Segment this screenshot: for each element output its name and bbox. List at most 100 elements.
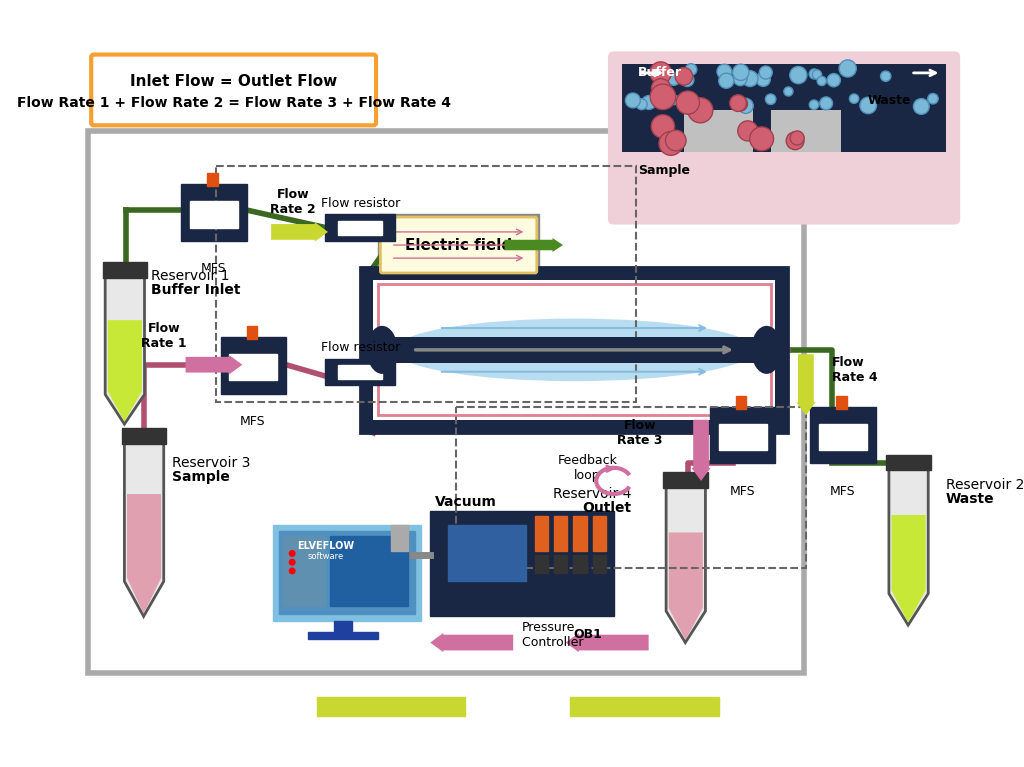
Bar — [430, 512, 613, 617]
Circle shape — [759, 66, 772, 79]
Bar — [837, 397, 847, 410]
Bar — [378, 285, 771, 416]
Circle shape — [860, 97, 877, 114]
Bar — [736, 397, 746, 410]
Bar — [536, 516, 548, 551]
Polygon shape — [889, 468, 928, 625]
FancyBboxPatch shape — [609, 53, 958, 223]
Bar — [554, 516, 567, 551]
Circle shape — [786, 132, 804, 150]
Circle shape — [688, 97, 713, 123]
Text: Reservoir 3: Reservoir 3 — [172, 456, 251, 470]
Bar — [664, 472, 708, 488]
Circle shape — [675, 67, 692, 85]
Bar — [284, 536, 326, 606]
FancyArrow shape — [185, 355, 243, 374]
Circle shape — [651, 115, 675, 138]
Bar — [374, 280, 775, 420]
Text: ELVEFLOW: ELVEFLOW — [297, 542, 354, 551]
Text: Flow
Rate 3: Flow Rate 3 — [617, 419, 663, 447]
Bar — [360, 267, 788, 433]
Circle shape — [289, 558, 296, 566]
FancyArrow shape — [797, 354, 815, 416]
Text: MFS: MFS — [829, 486, 855, 499]
Circle shape — [913, 99, 929, 114]
Circle shape — [812, 70, 821, 79]
Bar — [216, 166, 636, 402]
Polygon shape — [669, 532, 702, 640]
Text: Pressure
Controller: Pressure Controller — [522, 621, 588, 649]
Circle shape — [642, 95, 656, 110]
Bar — [573, 516, 587, 551]
Circle shape — [626, 93, 640, 108]
Text: Flow
Rate 2: Flow Rate 2 — [270, 188, 315, 216]
Bar — [247, 326, 257, 339]
Text: Flow Rate 1 + Flow Rate 2 = Flow Rate 3 + Flow Rate 4: Flow Rate 1 + Flow Rate 2 = Flow Rate 3 … — [16, 96, 451, 110]
Ellipse shape — [367, 326, 397, 374]
Circle shape — [765, 94, 776, 104]
Bar — [273, 525, 422, 621]
Circle shape — [783, 87, 793, 96]
Bar — [819, 424, 867, 450]
Circle shape — [717, 64, 732, 79]
Bar — [536, 555, 548, 573]
Circle shape — [881, 71, 891, 81]
Circle shape — [819, 97, 833, 110]
Text: MFS: MFS — [201, 262, 226, 275]
Circle shape — [839, 60, 856, 77]
Bar — [330, 536, 409, 606]
Bar — [334, 621, 351, 634]
Text: Buffer: Buffer — [638, 67, 682, 80]
Circle shape — [668, 74, 680, 85]
Bar — [122, 429, 166, 444]
Bar — [593, 555, 606, 573]
Text: Reservoir 1: Reservoir 1 — [151, 268, 229, 282]
Bar — [382, 337, 767, 363]
Bar — [339, 365, 382, 379]
Circle shape — [791, 131, 804, 145]
FancyArrow shape — [505, 238, 563, 252]
Bar — [102, 262, 147, 278]
Circle shape — [750, 127, 773, 150]
Bar — [710, 407, 775, 463]
Text: Waste: Waste — [867, 94, 910, 107]
Circle shape — [809, 69, 819, 79]
Bar — [810, 407, 876, 463]
Circle shape — [685, 64, 697, 75]
Circle shape — [650, 84, 676, 110]
Bar — [326, 359, 395, 385]
Text: Sample: Sample — [172, 470, 230, 485]
Bar — [570, 696, 719, 716]
Bar — [684, 110, 754, 152]
Circle shape — [849, 94, 859, 104]
Circle shape — [809, 100, 819, 110]
Circle shape — [636, 99, 647, 110]
Bar — [554, 555, 567, 573]
Circle shape — [730, 95, 746, 111]
Text: Electric field: Electric field — [404, 238, 512, 252]
Text: Flow resistor: Flow resistor — [321, 341, 400, 354]
Circle shape — [742, 71, 758, 87]
Bar — [229, 354, 278, 380]
Bar — [181, 184, 247, 241]
Bar — [719, 424, 767, 450]
Bar — [593, 516, 606, 551]
Polygon shape — [108, 320, 142, 422]
Bar — [189, 201, 238, 228]
Circle shape — [928, 94, 938, 104]
Text: Buffer Inlet: Buffer Inlet — [151, 282, 240, 297]
Circle shape — [681, 73, 694, 87]
Bar — [573, 555, 587, 573]
Circle shape — [790, 67, 807, 84]
Text: Vacuum: Vacuum — [434, 495, 497, 509]
Text: Flow
Rate 4: Flow Rate 4 — [833, 356, 878, 384]
Circle shape — [733, 72, 746, 86]
Circle shape — [666, 130, 686, 151]
Bar — [887, 455, 931, 470]
Bar — [326, 215, 395, 241]
Text: Outlet: Outlet — [582, 501, 631, 515]
Text: Waste: Waste — [946, 492, 994, 506]
Polygon shape — [892, 515, 926, 623]
Bar — [280, 531, 416, 614]
Text: MFS: MFS — [240, 416, 265, 429]
